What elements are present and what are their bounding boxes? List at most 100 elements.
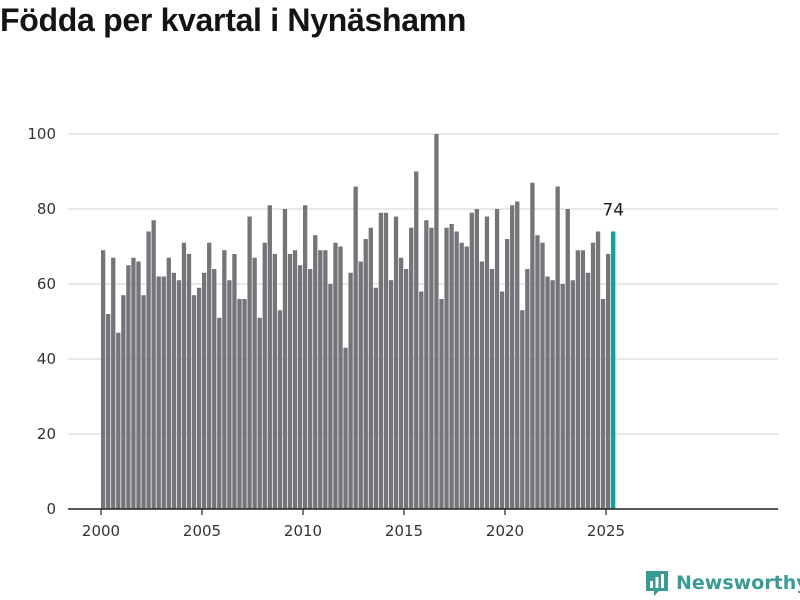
bar [489, 269, 495, 509]
bar [242, 299, 247, 509]
bar [434, 134, 439, 509]
bar [181, 242, 187, 509]
bar [217, 317, 222, 509]
bar [479, 261, 485, 509]
x-axis [68, 508, 778, 515]
x-tick-label: 2020 [486, 522, 524, 540]
bar [540, 242, 545, 509]
bar [600, 299, 606, 509]
bar [439, 299, 444, 509]
y-tick-label: 40 [37, 350, 56, 368]
bar [257, 317, 262, 509]
bars [101, 134, 616, 509]
bar [545, 276, 550, 509]
bar [515, 201, 520, 509]
bar [171, 272, 176, 509]
bar [136, 261, 141, 509]
bar [262, 242, 267, 509]
bar [323, 250, 328, 509]
y-tick-label: 0 [46, 500, 56, 518]
bar [560, 284, 565, 509]
bar [404, 269, 409, 509]
bar [247, 216, 252, 509]
bar [131, 257, 136, 509]
y-tick-label: 80 [37, 200, 56, 218]
bar [196, 287, 202, 509]
bar [232, 254, 237, 509]
bar [116, 332, 121, 509]
bar [378, 212, 384, 509]
x-axis-labels: 2000 2005 2010 2015 2020 2025 [82, 522, 625, 540]
x-tick-label: 2025 [587, 522, 625, 540]
bar [520, 310, 525, 509]
bar [237, 299, 242, 509]
bar [151, 220, 156, 509]
bar [580, 250, 586, 509]
bar [494, 209, 500, 509]
bar [499, 291, 505, 509]
bar [333, 242, 338, 509]
bar [595, 231, 601, 509]
bar [388, 280, 394, 509]
bar [303, 205, 308, 509]
bar [575, 250, 580, 509]
y-axis-labels: 0 20 40 60 80 100 [27, 125, 56, 518]
bar [393, 216, 399, 509]
bar [570, 280, 575, 509]
y-tick-label: 60 [37, 275, 56, 293]
bar [530, 182, 535, 509]
bar [444, 227, 449, 509]
bar [146, 231, 151, 509]
bar [565, 209, 570, 509]
y-tick-label: 100 [27, 125, 56, 143]
newsworthy-logo-icon [646, 571, 668, 596]
bar [161, 276, 166, 509]
bar [535, 235, 540, 509]
bar [484, 216, 490, 509]
bar [414, 171, 419, 509]
bar [313, 235, 318, 509]
bar [510, 205, 515, 509]
bar [398, 257, 404, 509]
bar [141, 295, 146, 509]
bar [272, 254, 277, 509]
bar-highlighted [611, 231, 616, 509]
bar [328, 284, 333, 509]
last-value-label: 74 [602, 201, 624, 221]
bar [525, 269, 530, 509]
bar [373, 287, 378, 509]
x-tick-label: 2005 [183, 522, 221, 540]
bar [277, 310, 283, 509]
bar [606, 254, 611, 509]
bar [308, 269, 313, 509]
bar [222, 250, 227, 509]
bar [227, 280, 232, 509]
bar [297, 265, 303, 509]
x-tick-label: 2010 [284, 522, 322, 540]
bar [409, 227, 414, 509]
bar [191, 295, 197, 509]
bar [464, 246, 469, 509]
bar [353, 186, 358, 509]
bar [106, 314, 111, 509]
bar [166, 257, 171, 509]
bar [358, 261, 363, 509]
bar [343, 347, 348, 509]
bar [459, 242, 464, 509]
bar [176, 280, 182, 509]
bar [207, 242, 212, 509]
bar [202, 272, 207, 509]
brand-name: Newsworthy [676, 572, 800, 594]
bar [126, 265, 131, 509]
bar [383, 212, 389, 509]
x-tick-label: 2015 [385, 522, 423, 540]
bar [267, 205, 272, 509]
newsworthy-brand[interactable]: Newsworthy [644, 569, 800, 597]
bar [590, 242, 596, 509]
chart-title: Födda per kvartal i Nynäshamn [0, 2, 467, 38]
bar [505, 239, 510, 509]
bar [186, 254, 192, 509]
annotations: 74 [602, 201, 624, 221]
bar [469, 212, 474, 509]
